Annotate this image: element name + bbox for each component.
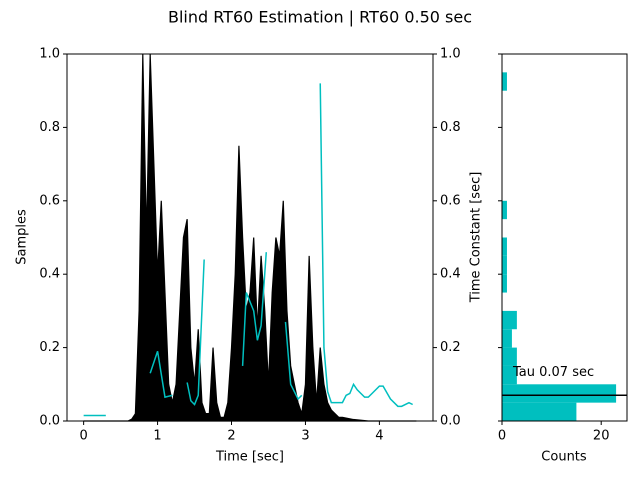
plot-frame xyxy=(501,53,628,422)
y2-tick-label: 1.0 xyxy=(440,47,461,62)
histogram-bar xyxy=(502,329,512,348)
y2-tick-label: 0.6 xyxy=(440,193,461,208)
x-tick-label: 3 xyxy=(301,429,309,444)
x-tick-label: 2 xyxy=(227,429,235,444)
y-tick-label: 0.0 xyxy=(39,414,60,429)
y2-axis-label: Time Constant [sec] xyxy=(469,172,484,304)
x-tick-label: 0 xyxy=(79,429,87,444)
x-axis-label: Counts xyxy=(541,450,587,465)
y2-tick-label: 0.4 xyxy=(440,267,461,282)
y-tick-label: 0.6 xyxy=(39,193,60,208)
x-tick-label: 0 xyxy=(498,429,506,444)
histogram-bar xyxy=(502,200,507,220)
chart-title: Blind RT60 Estimation | RT60 0.50 sec xyxy=(168,8,472,27)
plot-frame xyxy=(66,53,434,422)
y2-tick-label: 0.0 xyxy=(440,414,461,429)
data-line xyxy=(149,351,173,399)
x-axis-label: Time [sec] xyxy=(215,450,284,465)
y2-tick-label: 0.2 xyxy=(440,340,461,355)
tau-annotation: Tau 0.07 sec xyxy=(512,365,594,380)
y-tick-label: 1.0 xyxy=(39,47,60,62)
histogram-bar xyxy=(502,310,517,330)
histogram-bar xyxy=(502,384,617,403)
x-tick-label: 1 xyxy=(153,429,161,444)
y-tick-label: 0.2 xyxy=(39,340,60,355)
data-line xyxy=(241,252,268,366)
histogram-bar xyxy=(502,365,517,385)
y-tick-label: 0.8 xyxy=(39,120,60,135)
data-line xyxy=(284,321,303,401)
y2-tick-label: 0.8 xyxy=(440,120,461,135)
x-tick-label: 4 xyxy=(375,429,383,444)
histogram-bar xyxy=(502,72,507,91)
histogram-bar xyxy=(502,237,507,256)
y-axis-label: Samples xyxy=(15,209,30,265)
y-tick-label: 0.4 xyxy=(39,267,60,282)
histogram-bar xyxy=(502,347,517,366)
histogram-bar xyxy=(502,255,507,275)
histogram-bar xyxy=(502,402,577,421)
data-line xyxy=(319,83,414,408)
histogram-bar xyxy=(502,274,507,293)
x-tick-label: 20 xyxy=(593,429,610,444)
data-line xyxy=(186,259,205,406)
